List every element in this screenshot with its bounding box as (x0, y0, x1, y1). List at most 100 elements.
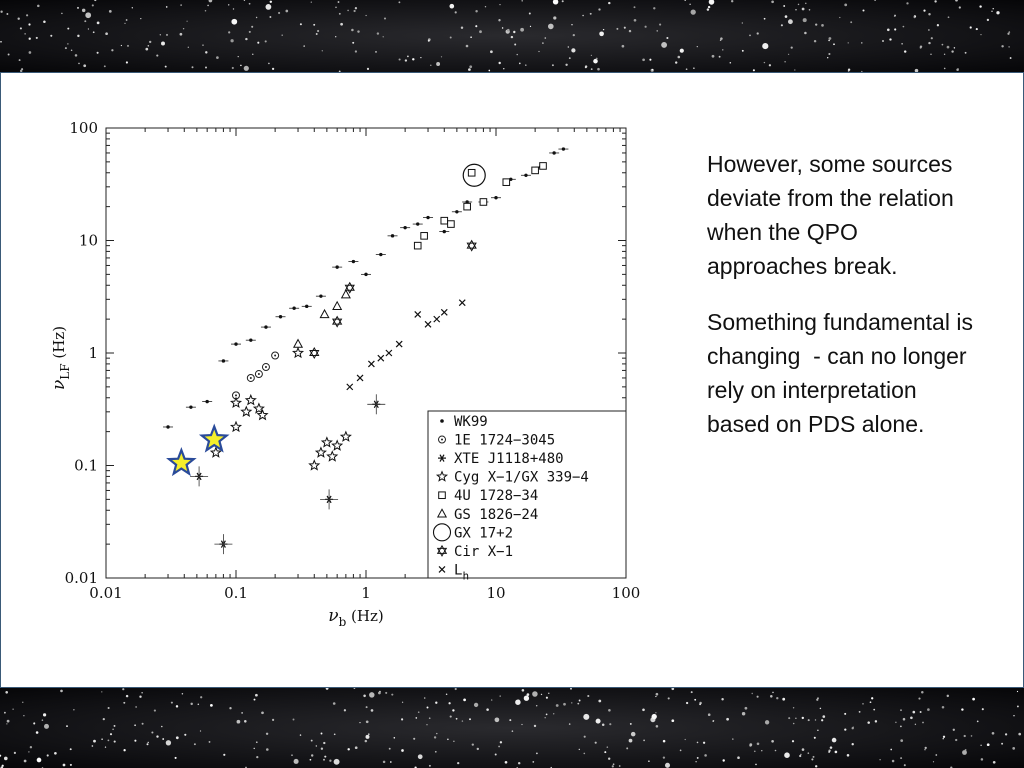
star-dot (749, 34, 751, 37)
star-dot (123, 749, 126, 752)
star-dot (821, 719, 824, 722)
star-dot (593, 58, 598, 64)
star-dot (5, 691, 8, 694)
star-dot (448, 702, 451, 705)
star-dot (1001, 742, 1004, 745)
x-axis-label: νb (Hz) (328, 606, 384, 629)
cross-stroke (346, 383, 354, 391)
star-dot (244, 720, 247, 723)
star-dot (179, 32, 183, 36)
series-asterisk (190, 394, 386, 555)
star-dot (958, 6, 961, 9)
star-dot (583, 752, 586, 755)
legend-marker (440, 419, 444, 423)
star-dot (516, 53, 518, 56)
star-dot (839, 16, 841, 19)
star-dot (475, 25, 478, 28)
star-dot (690, 9, 696, 15)
star-dot (385, 691, 388, 694)
data-point (426, 215, 430, 220)
star-dot (616, 27, 619, 30)
star-dot (140, 17, 142, 20)
star-dot (81, 8, 86, 13)
star-dot (26, 14, 29, 17)
star-dot (74, 54, 78, 57)
cross-stroke (458, 299, 466, 307)
star-dot (323, 758, 325, 761)
star-dot (347, 9, 349, 12)
star-dot (454, 688, 457, 691)
star-dot (337, 1, 340, 3)
star-dot (642, 58, 645, 62)
star-dot (103, 65, 106, 68)
star-dot (70, 49, 73, 52)
star-dot (468, 68, 471, 71)
star-dot (702, 741, 706, 744)
star-dot (62, 763, 66, 767)
star-dot (401, 749, 404, 752)
star-dot (28, 37, 31, 40)
star-dot (351, 28, 354, 32)
data-point (190, 466, 209, 487)
star-dot (28, 751, 30, 753)
data-point (385, 349, 393, 357)
star-dot (912, 710, 916, 714)
cross-stroke (356, 374, 364, 382)
star-dot (744, 706, 748, 710)
star-dot (125, 61, 128, 64)
star-dot (134, 739, 137, 742)
star-dot (484, 6, 487, 8)
star-dot (223, 753, 226, 756)
star-dot (1007, 32, 1010, 35)
star-dot (900, 725, 902, 728)
paragraph-fundamental: Something fundamental is changing - can … (707, 309, 980, 437)
star-dot (612, 763, 615, 766)
star-dot (662, 756, 666, 759)
star-dot (490, 699, 493, 701)
star-dot (900, 739, 904, 742)
star-dot (567, 46, 569, 48)
star-dot (37, 4, 40, 8)
star-dot (869, 701, 872, 704)
star-dot (763, 61, 766, 64)
star-dot (655, 692, 659, 696)
star-dot (165, 33, 169, 36)
star-dot (252, 53, 254, 55)
star-dot (553, 713, 555, 715)
star-dot (271, 67, 275, 71)
data-point (531, 166, 539, 175)
star-dot (412, 58, 415, 61)
data-point (467, 168, 476, 177)
star-dot (268, 62, 270, 65)
data-point (331, 439, 344, 451)
star-dot (67, 43, 69, 45)
star-dot (490, 50, 493, 54)
star-dot (828, 39, 830, 42)
star-dot (722, 759, 725, 762)
star-dot (582, 14, 584, 17)
star-dot (867, 721, 870, 724)
data-point (264, 325, 268, 329)
data-point-inv (309, 350, 320, 360)
star-dot (685, 68, 688, 71)
star-dot (535, 705, 538, 707)
star-dot (844, 728, 847, 731)
y-tick-label: 1 (88, 344, 98, 362)
star-dot (862, 703, 864, 705)
data-point (240, 405, 253, 417)
star-dot (498, 19, 501, 22)
star-dot (661, 41, 668, 48)
star-dot (285, 9, 289, 13)
star-dot (131, 7, 133, 9)
legend-marker (438, 566, 446, 573)
x-tick-label: 1 (361, 584, 371, 602)
star-dot (156, 54, 159, 57)
star-dot (858, 710, 861, 713)
star-dot (763, 17, 766, 20)
star-dot (359, 721, 361, 724)
star-dot (611, 765, 614, 768)
star-dot (23, 715, 25, 717)
star-dot (253, 698, 256, 701)
star-dot (369, 692, 375, 698)
star-dot (797, 3, 800, 6)
